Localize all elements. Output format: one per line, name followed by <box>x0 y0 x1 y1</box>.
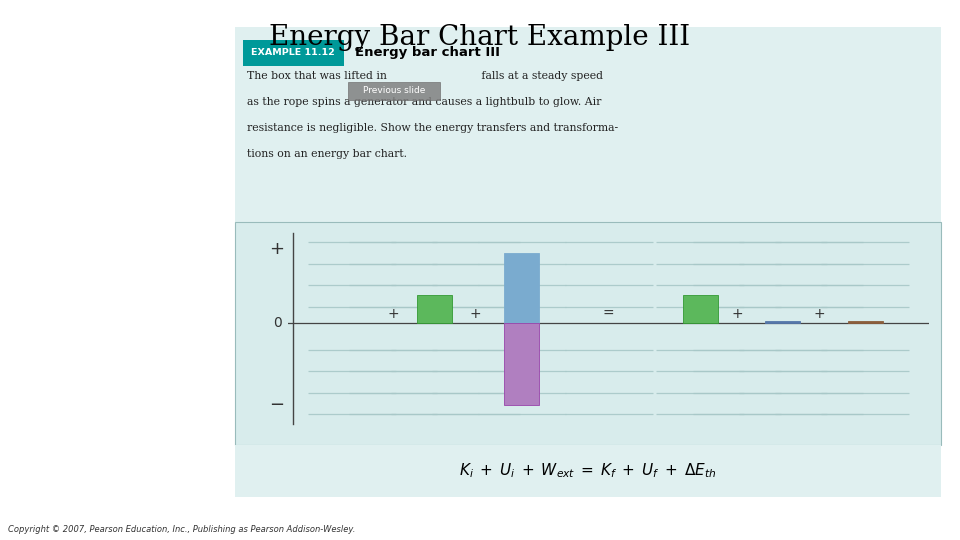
Text: EXAMPLE 11.12: EXAMPLE 11.12 <box>252 49 335 57</box>
Text: +: + <box>470 307 482 321</box>
Text: Energy bar chart III: Energy bar chart III <box>355 46 500 59</box>
Text: +: + <box>732 307 743 321</box>
Text: resistance is negligible. Show the energy transfers and transforma-: resistance is negligible. Show the energ… <box>247 123 618 133</box>
Bar <box>243 40 344 66</box>
Text: Copyright © 2007, Pearson Education, Inc., Publishing as Pearson Addison-Wesley.: Copyright © 2007, Pearson Education, Inc… <box>8 524 355 534</box>
Bar <box>504 253 539 323</box>
Text: $K_i \;+\; U_i \;+\; W_{ext} \;=\; K_f \;+\; U_f \;+\; \Delta E_{th}$: $K_i \;+\; U_i \;+\; W_{ext} \;=\; K_f \… <box>459 462 717 480</box>
Text: tions on an energy bar chart.: tions on an energy bar chart. <box>247 149 407 159</box>
Bar <box>235 27 941 222</box>
Bar <box>235 222 941 445</box>
Text: +: + <box>270 240 284 258</box>
Text: as the rope spins a generator and causes a lightbulb to glow. Air: as the rope spins a generator and causes… <box>247 97 601 107</box>
Bar <box>683 295 718 323</box>
Text: −: − <box>270 396 284 415</box>
Bar <box>235 445 941 497</box>
Text: Previous slide: Previous slide <box>363 86 425 96</box>
Bar <box>348 82 440 100</box>
Text: Energy Bar Chart Example III: Energy Bar Chart Example III <box>270 24 690 51</box>
Bar <box>848 321 882 323</box>
Bar <box>418 295 452 323</box>
Text: +: + <box>813 307 826 321</box>
Bar <box>504 323 539 406</box>
Bar <box>765 321 800 323</box>
Text: =: = <box>603 307 614 321</box>
Text: 0: 0 <box>273 316 281 330</box>
Text: +: + <box>388 307 399 321</box>
Text: The box that was lifted in                           falls at a steady speed: The box that was lifted in falls at a st… <box>247 71 603 82</box>
